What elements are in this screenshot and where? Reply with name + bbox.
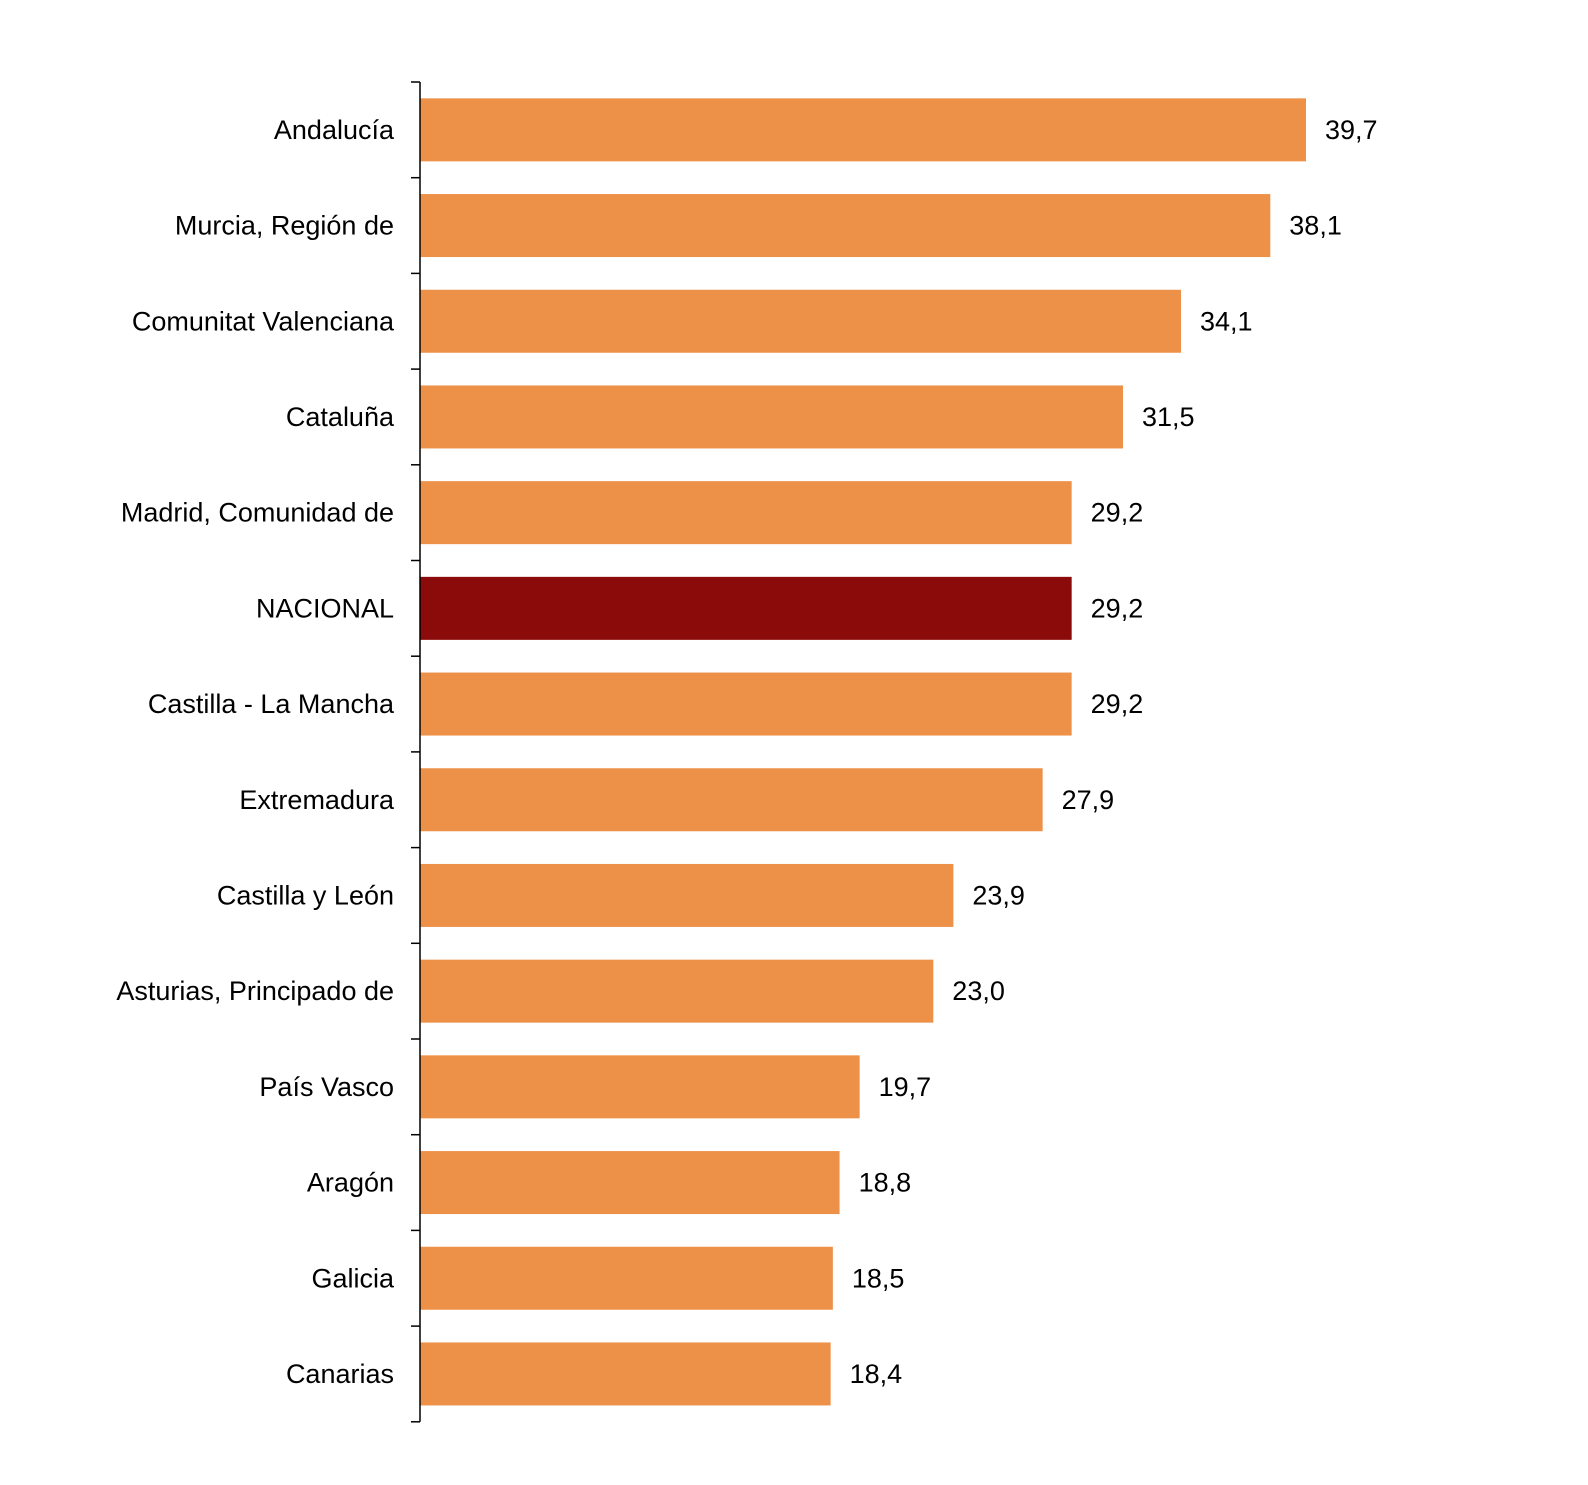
data-label: 31,5 [1142,402,1195,432]
data-label: 27,9 [1062,785,1115,815]
data-label: 18,8 [859,1168,912,1198]
bar [420,385,1123,449]
data-label: 23,9 [972,880,1025,910]
data-label: 29,2 [1091,498,1144,528]
category-label: Cataluña [286,402,395,432]
category-label: Andalucía [274,115,395,145]
bar [420,98,1306,162]
bar [420,481,1072,545]
bar [420,1342,831,1406]
bars-group [420,98,1306,1406]
bar [420,768,1043,832]
category-label: Castilla y León [217,880,394,910]
bar [420,863,954,927]
category-label: Asturias, Principado de [116,976,394,1006]
category-label: Canarias [286,1359,394,1389]
category-label: Madrid, Comunidad de [121,498,394,528]
category-label: País Vasco [259,1072,394,1102]
category-label: Galicia [311,1263,395,1293]
category-label: Murcia, Región de [175,211,394,241]
data-label: 18,4 [850,1359,903,1389]
data-label: 29,2 [1091,689,1144,719]
data-label: 19,7 [879,1072,932,1102]
category-label: Aragón [307,1168,394,1198]
bar [420,1246,833,1310]
bar [420,959,934,1023]
category-label: Extremadura [239,785,395,815]
category-label: Comunitat Valenciana [132,306,395,336]
category-axis [411,81,421,1423]
data-label: 38,1 [1289,211,1342,241]
data-label: 39,7 [1325,115,1378,145]
category-label: NACIONAL [256,593,394,623]
category-label: Castilla - La Mancha [148,689,395,719]
bar [420,1151,840,1215]
labels-group: Andalucía 39,7 Murcia, Región de 38,1 Comuni… [116,115,1377,1389]
data-label: 18,5 [852,1263,905,1293]
bar-highlight [420,576,1072,640]
bar [420,289,1182,353]
data-label: 34,1 [1200,306,1253,336]
bar [420,1055,860,1119]
data-label: 29,2 [1091,593,1144,623]
bar [420,672,1072,736]
bar [420,194,1271,258]
data-label: 23,0 [952,976,1005,1006]
